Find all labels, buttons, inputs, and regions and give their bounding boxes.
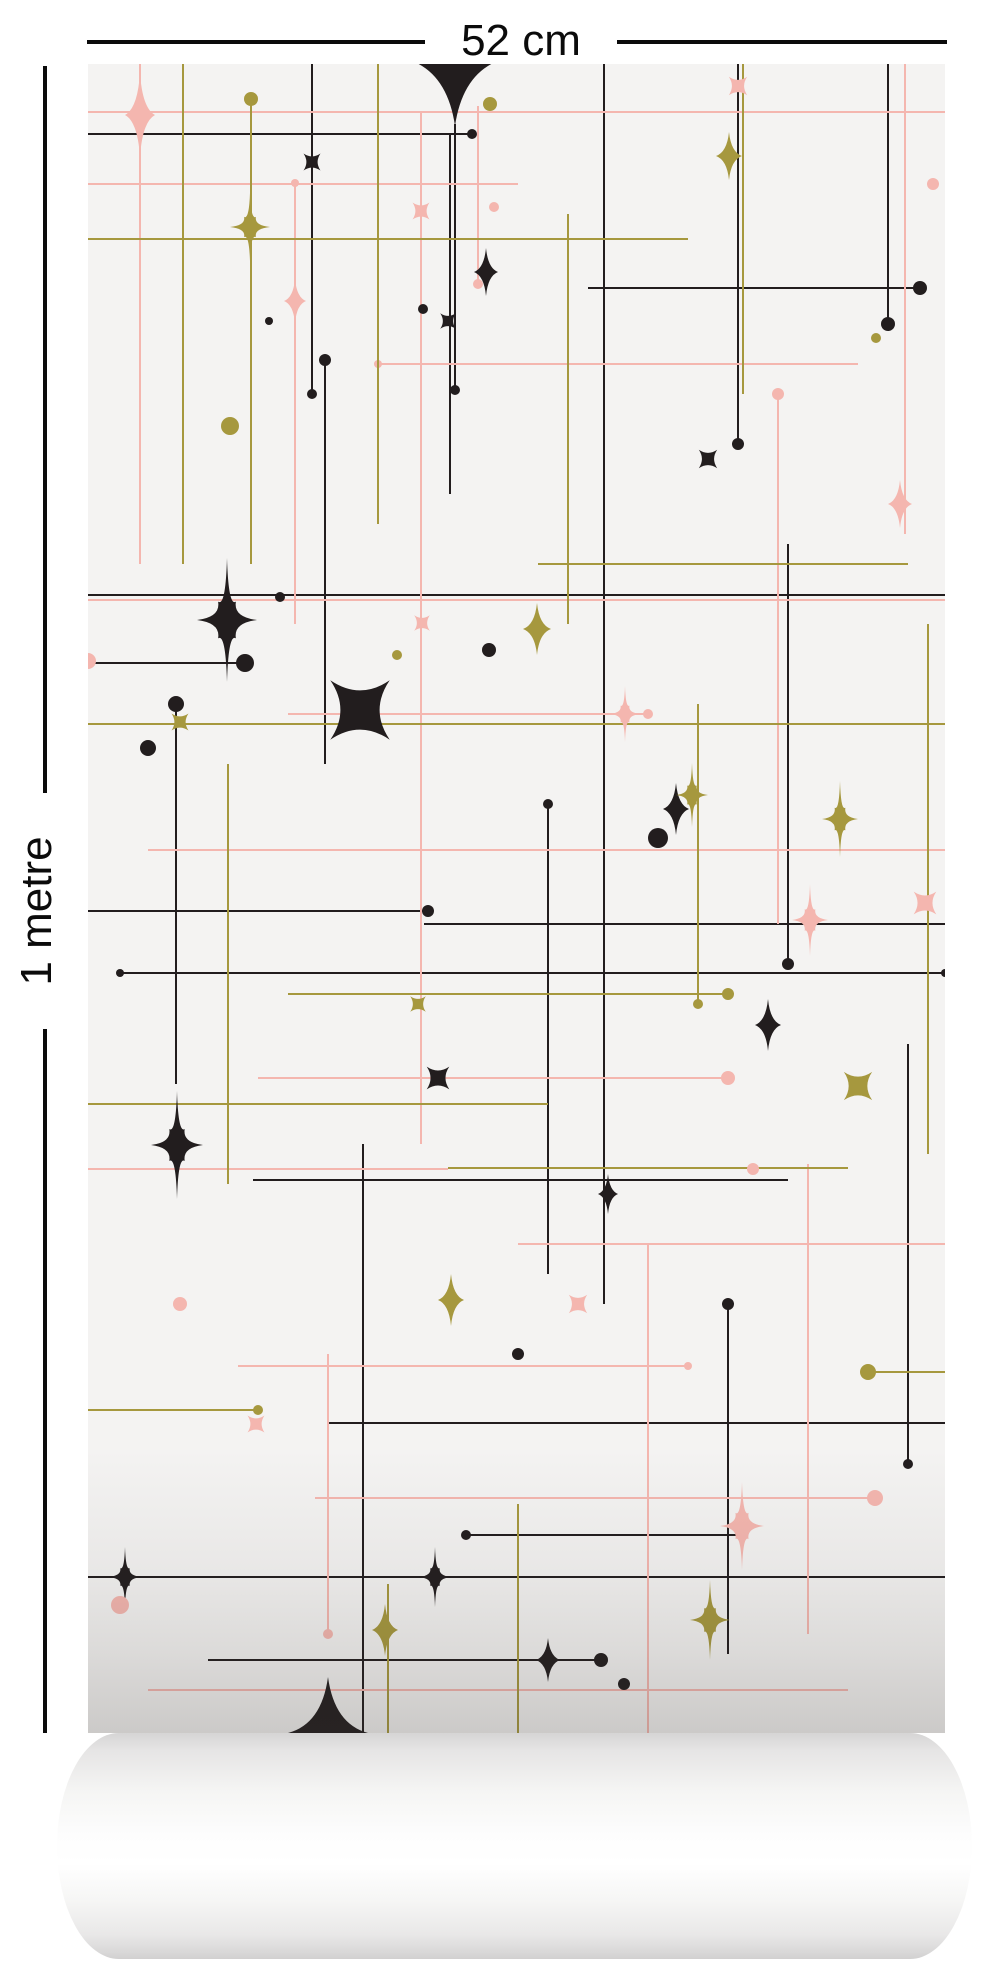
- height-dimension-line-top: [43, 66, 47, 793]
- paper-roll: [57, 1733, 972, 1959]
- height-dimension-label: 1 metre: [12, 836, 61, 986]
- wallpaper-pattern-svg: [88, 64, 945, 1733]
- wallpaper-sheet: [88, 64, 945, 1733]
- height-dimension-line-bottom: [43, 1029, 47, 1733]
- width-dimension-line-right: [617, 40, 947, 44]
- width-dimension-label: 52 cm: [461, 16, 581, 65]
- width-dimension-line-left: [87, 40, 425, 44]
